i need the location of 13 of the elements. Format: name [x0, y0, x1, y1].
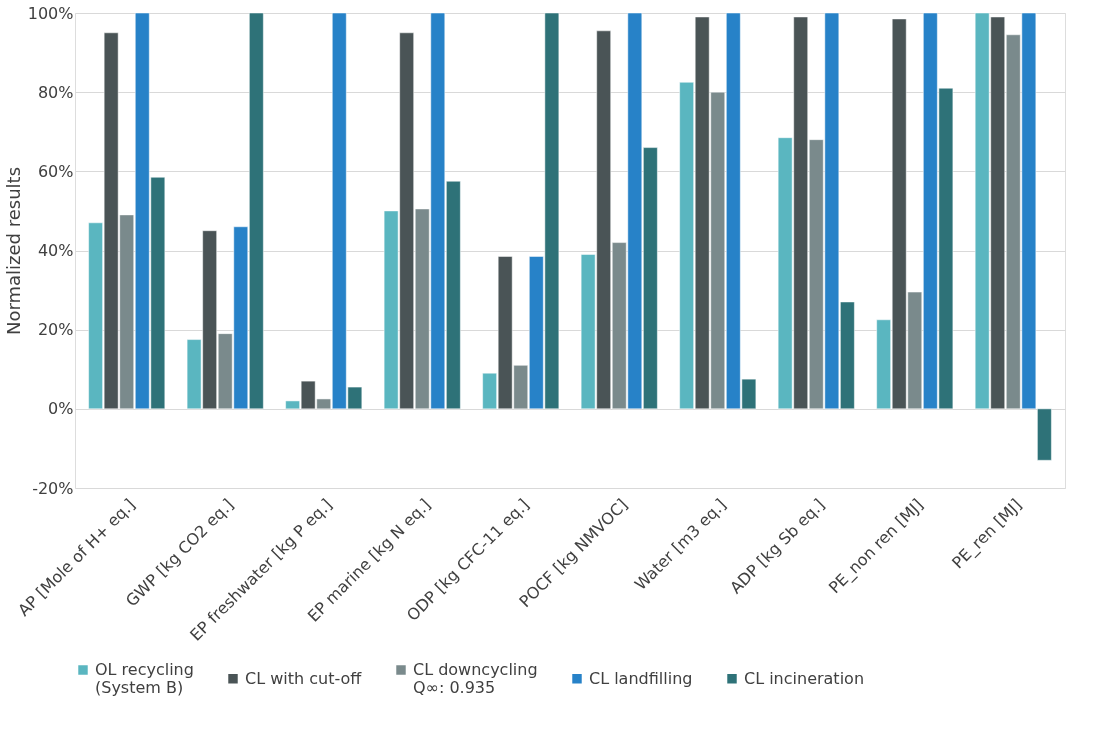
- legend-label: CL with cut-off: [245, 668, 363, 688]
- y-tick-label: 60%: [37, 161, 74, 181]
- y-axis-title: Normalized results: [2, 166, 24, 336]
- legend-label: CL downcycling Q∞: 0.935: [413, 660, 538, 697]
- legend-label: OL recycling (System B): [95, 660, 194, 697]
- y-tick-label: 80%: [37, 82, 74, 102]
- legend-label: CL landfilling: [589, 668, 693, 688]
- y-tick-label: 20%: [37, 320, 74, 340]
- y-tick-label: 0%: [48, 399, 74, 419]
- y-tick-label: 40%: [37, 241, 74, 260]
- y-tick-label: -20%: [32, 478, 74, 498]
- legend-label: CL incineration: [744, 668, 865, 688]
- y-tick-label: 100%: [27, 3, 74, 23]
